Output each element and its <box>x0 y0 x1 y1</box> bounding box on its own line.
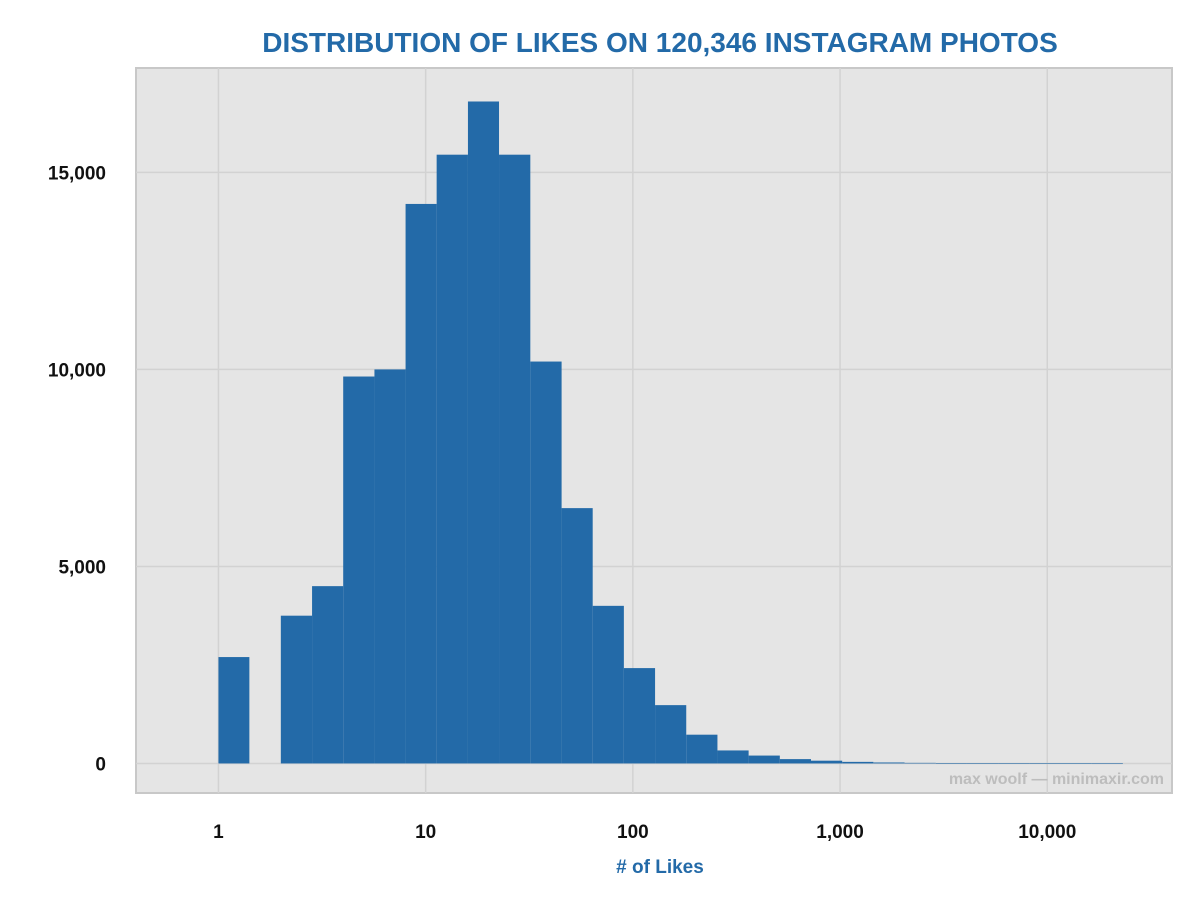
bar-11 <box>561 508 593 764</box>
bar-20 <box>842 761 874 764</box>
bar-4 <box>343 376 375 764</box>
x-tick-label-3: 1,000 <box>816 822 864 843</box>
bar-12 <box>592 605 624 764</box>
bar-17 <box>748 755 780 764</box>
bar-7 <box>436 154 468 764</box>
chart-title: DISTRIBUTION OF LIKES ON 120,346 INSTAGR… <box>262 27 1058 58</box>
bar-5 <box>374 369 406 764</box>
bar-26 <box>1029 763 1061 764</box>
x-axis-label: # of Likes <box>616 857 704 878</box>
bar-23 <box>935 763 967 764</box>
x-tick-label-0: 1 <box>213 822 224 843</box>
bar-27 <box>1060 763 1092 764</box>
credit-text: max woolf — minimaxir.com <box>949 771 1164 788</box>
x-axis-ticks: 1 10 100 1,000 10,000 <box>213 822 1076 843</box>
bar-28 <box>1091 763 1123 765</box>
x-tick-label-4: 10,000 <box>1018 822 1076 843</box>
bar-6 <box>405 203 437 764</box>
bar-21 <box>873 762 905 764</box>
x-tick-label-1: 10 <box>415 822 436 843</box>
bar-13 <box>623 668 656 764</box>
y-tick-label-2: 10,000 <box>48 360 106 381</box>
bar-14 <box>655 705 687 764</box>
y-tick-label-1: 5,000 <box>58 557 106 578</box>
bar-22 <box>904 762 936 764</box>
histogram-bars <box>218 101 1123 765</box>
x-tick-label-2: 100 <box>617 822 649 843</box>
bar-16 <box>717 750 749 764</box>
y-axis-ticks: 0 5,000 10,000 15,000 <box>48 163 106 775</box>
bar-8 <box>467 101 500 764</box>
bar-18 <box>779 759 811 764</box>
bar-15 <box>686 734 718 764</box>
y-tick-label-3: 15,000 <box>48 163 106 184</box>
y-tick-label-0: 0 <box>95 754 106 775</box>
bar-25 <box>998 763 1030 764</box>
bar-10 <box>530 361 562 764</box>
bar-0 <box>218 657 250 764</box>
bar-3 <box>312 586 344 764</box>
bar-24 <box>966 763 999 764</box>
bar-9 <box>499 154 531 764</box>
bar-19 <box>810 760 843 764</box>
bar-2 <box>280 615 313 764</box>
